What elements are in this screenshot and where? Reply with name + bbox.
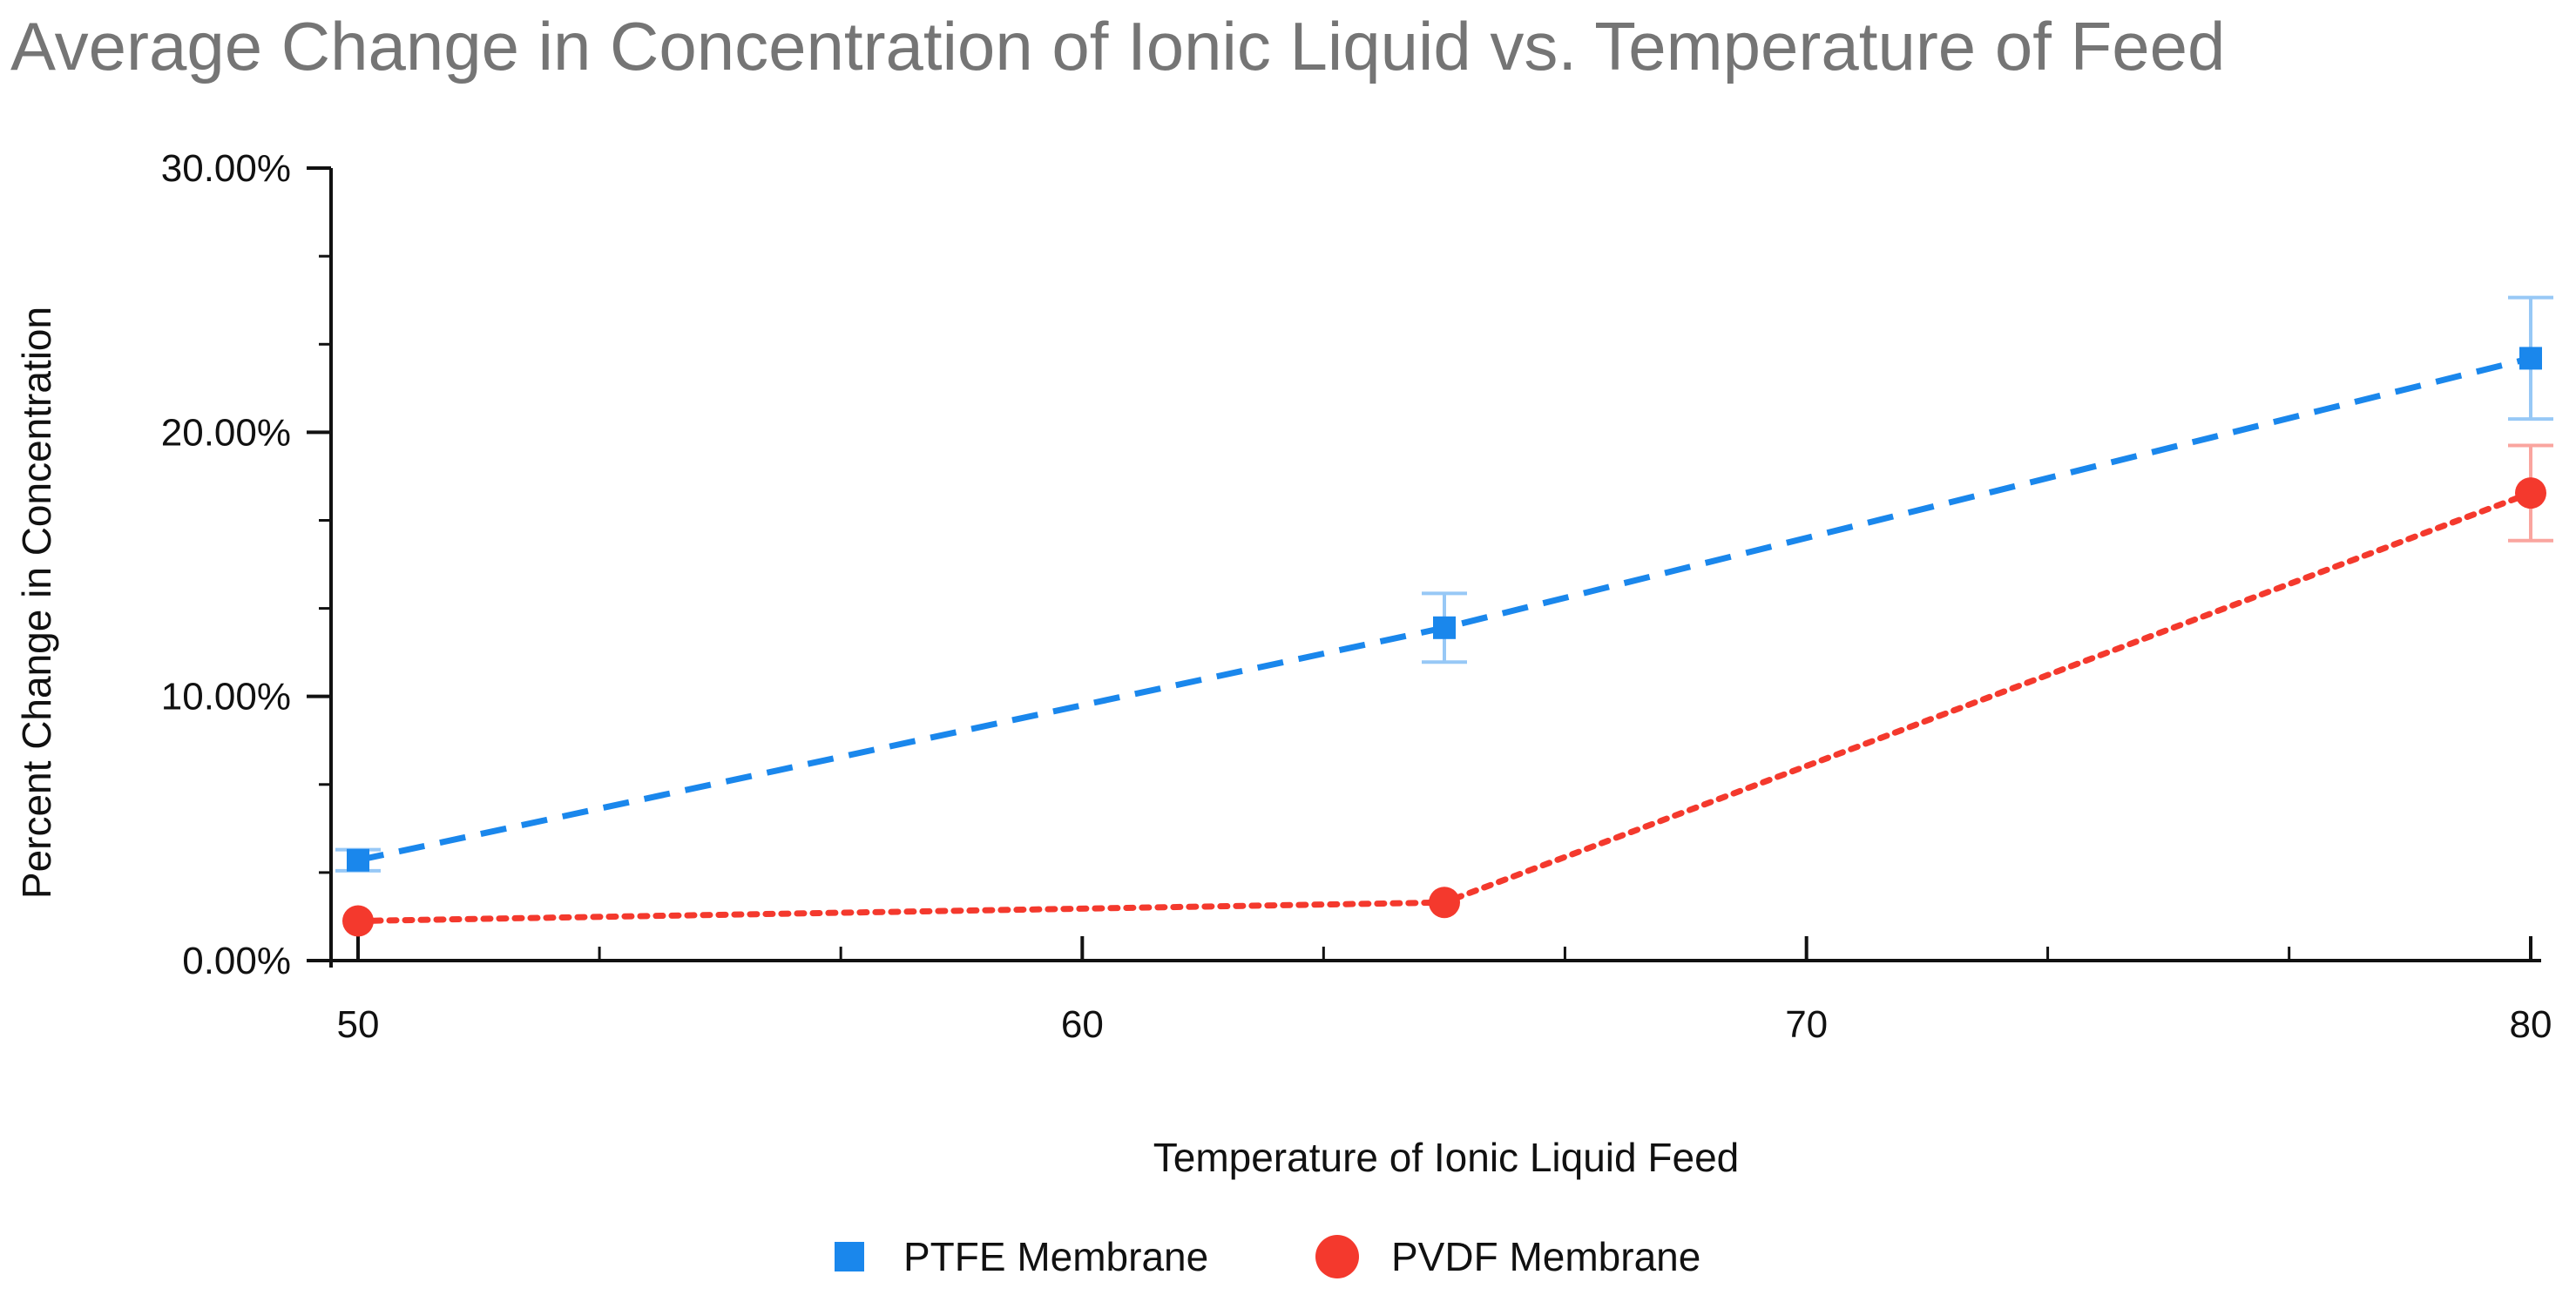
legend-marker-circle — [1315, 1235, 1359, 1278]
series-line — [355, 489, 2534, 924]
x-axis-label: Temperature of Ionic Liquid Feed — [1153, 1135, 1740, 1180]
data-point — [1433, 616, 1456, 639]
x-tick-label: 80 — [2510, 1003, 2552, 1046]
legend: PTFE Membrane PVDF Membrane — [835, 1234, 1700, 1279]
legend-label: PTFE Membrane — [903, 1234, 1208, 1279]
chart-title: Average Change in Concentration of Ionic… — [10, 8, 2225, 84]
y-tick-label: 0.00% — [182, 940, 291, 982]
y-tick-label: 20.00% — [161, 411, 291, 454]
data-point — [2515, 477, 2546, 509]
y-axis-label: Percent Change in Concentration — [14, 307, 59, 899]
series-pvdf-membrane — [342, 443, 2553, 937]
x-tick-label: 60 — [1061, 1003, 1104, 1046]
data-point — [342, 905, 374, 937]
x-tick-label: 50 — [337, 1003, 380, 1046]
data-point — [347, 848, 369, 872]
legend-marker-square — [835, 1242, 864, 1271]
series-ptfe-membrane — [335, 295, 2553, 873]
legend-item-ptfe-membrane: PTFE Membrane — [835, 1234, 1208, 1279]
data-point — [2519, 347, 2542, 370]
y-tick-label: 30.00% — [161, 147, 291, 190]
y-tick-label: 10.00% — [161, 676, 291, 718]
x-tick-label: 70 — [1785, 1003, 1828, 1046]
series-layer — [335, 295, 2553, 937]
legend-item-pvdf-membrane: PVDF Membrane — [1315, 1234, 1700, 1279]
axes-layer: 0.00% 10.00% 20.00% 30.00% 50 60 70 80 — [161, 147, 2552, 1046]
data-point — [1429, 887, 1460, 919]
legend-label: PVDF Membrane — [1391, 1234, 1700, 1279]
